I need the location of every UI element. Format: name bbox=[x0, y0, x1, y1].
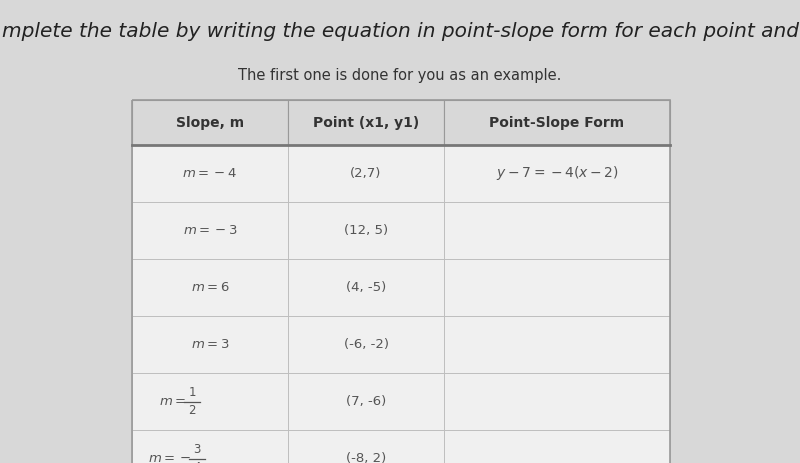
Bar bbox=[132, 202, 288, 259]
Bar bbox=[288, 145, 444, 202]
Text: 4: 4 bbox=[193, 461, 201, 463]
Text: $m = 6$: $m = 6$ bbox=[190, 281, 230, 294]
Bar bbox=[444, 259, 670, 316]
Text: (-8, 2): (-8, 2) bbox=[346, 452, 386, 463]
Bar bbox=[444, 316, 670, 373]
Text: Slope, m: Slope, m bbox=[176, 115, 244, 130]
Text: 1: 1 bbox=[188, 386, 196, 399]
Text: Point-Slope Form: Point-Slope Form bbox=[490, 115, 625, 130]
Text: (-6, -2): (-6, -2) bbox=[343, 338, 389, 351]
Bar bbox=[132, 100, 288, 145]
Bar bbox=[444, 430, 670, 463]
Text: $m=$: $m=$ bbox=[159, 395, 186, 408]
Text: Point (x1, y1): Point (x1, y1) bbox=[313, 115, 419, 130]
Bar bbox=[444, 202, 670, 259]
Bar bbox=[288, 430, 444, 463]
Text: $y-7=-4(x-2)$: $y-7=-4(x-2)$ bbox=[495, 164, 618, 182]
Bar bbox=[132, 259, 288, 316]
Bar bbox=[444, 100, 670, 145]
Text: $m = -4$: $m = -4$ bbox=[182, 167, 238, 180]
Text: (2,7): (2,7) bbox=[350, 167, 382, 180]
Bar bbox=[288, 100, 444, 145]
Text: mplete the table by writing the equation in point-slope form for each point and : mplete the table by writing the equation… bbox=[2, 22, 800, 41]
Bar bbox=[444, 373, 670, 430]
Bar bbox=[444, 145, 670, 202]
Text: (12, 5): (12, 5) bbox=[344, 224, 388, 237]
Bar bbox=[132, 316, 288, 373]
Bar bbox=[132, 145, 288, 202]
Bar bbox=[132, 100, 670, 463]
Text: $m=-$: $m=-$ bbox=[148, 452, 191, 463]
Text: $m = 3$: $m = 3$ bbox=[190, 338, 230, 351]
Text: $m = -3$: $m = -3$ bbox=[182, 224, 238, 237]
Bar bbox=[288, 316, 444, 373]
Bar bbox=[288, 373, 444, 430]
Bar bbox=[132, 430, 288, 463]
Text: (7, -6): (7, -6) bbox=[346, 395, 386, 408]
Text: The first one is done for you as an example.: The first one is done for you as an exam… bbox=[238, 68, 562, 83]
Text: 2: 2 bbox=[188, 404, 196, 417]
Text: 3: 3 bbox=[193, 443, 200, 456]
Bar bbox=[288, 259, 444, 316]
Text: (4, -5): (4, -5) bbox=[346, 281, 386, 294]
Bar bbox=[132, 373, 288, 430]
Bar bbox=[288, 202, 444, 259]
